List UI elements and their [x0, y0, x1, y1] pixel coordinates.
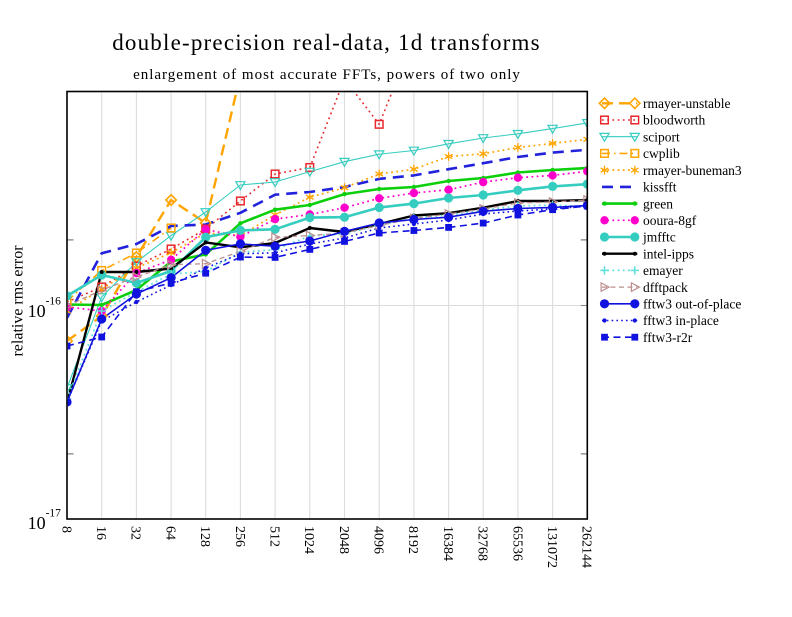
- svg-text:262144: 262144: [579, 526, 594, 568]
- svg-text:fftw3 out-of-place: fftw3 out-of-place: [643, 297, 741, 312]
- svg-text:sciport: sciport: [643, 129, 680, 144]
- svg-text:enlargement of most accurate F: enlargement of most accurate FFTs, power…: [133, 67, 521, 83]
- svg-text:green: green: [643, 196, 673, 211]
- svg-text:cwplib: cwplib: [643, 146, 680, 161]
- svg-text:16384: 16384: [440, 526, 455, 561]
- svg-text:bloodworth: bloodworth: [643, 113, 705, 128]
- svg-text:32: 32: [128, 526, 143, 540]
- svg-text:fftw3 in-place: fftw3 in-place: [643, 313, 719, 328]
- svg-text:double-precision real-data, 1d: double-precision real-data, 1d transform…: [112, 30, 541, 55]
- svg-text:fftw3-r2r: fftw3-r2r: [643, 330, 693, 345]
- svg-text:jmfftc: jmfftc: [642, 230, 676, 245]
- svg-text:4096: 4096: [371, 526, 386, 554]
- svg-text:65536: 65536: [509, 526, 524, 561]
- svg-text:rmayer-unstable: rmayer-unstable: [643, 96, 730, 111]
- svg-text:relative rms error: relative rms error: [9, 245, 26, 357]
- svg-text:16: 16: [93, 526, 108, 540]
- svg-text:64: 64: [162, 526, 177, 540]
- svg-text:256: 256: [232, 526, 247, 547]
- svg-text:kissfft: kissfft: [643, 180, 677, 195]
- svg-text:intel-ipps: intel-ipps: [643, 246, 694, 261]
- svg-text:1024: 1024: [301, 526, 316, 554]
- svg-text:32768: 32768: [475, 526, 490, 561]
- svg-text:ooura-8gf: ooura-8gf: [643, 213, 697, 228]
- svg-text:131072: 131072: [544, 526, 559, 568]
- svg-text:8: 8: [58, 526, 73, 533]
- svg-text:8192: 8192: [405, 526, 420, 554]
- svg-text:rmayer-buneman3: rmayer-buneman3: [643, 163, 742, 178]
- svg-text:emayer: emayer: [643, 263, 683, 278]
- svg-text:128: 128: [197, 526, 212, 547]
- svg-text:512: 512: [267, 526, 282, 547]
- svg-text:dfftpack: dfftpack: [643, 280, 688, 295]
- svg-text:2048: 2048: [336, 526, 351, 554]
